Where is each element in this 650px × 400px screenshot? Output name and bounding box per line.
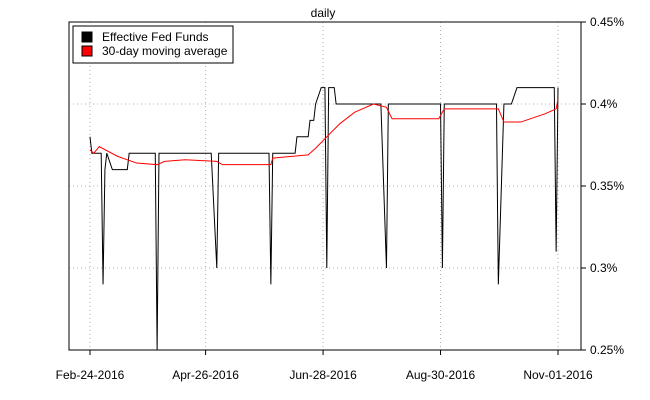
legend: Effective Fed Funds 30-day moving averag…: [72, 25, 234, 64]
x-axis: Feb-24-2016 Apr-26-2016 Jun-28-2016 Aug-30-…: [56, 350, 593, 382]
chart-title: daily: [311, 6, 336, 20]
y-tick-label: 0.4%: [590, 97, 618, 111]
series-line-moving-average: [89, 98, 559, 166]
y-tick-label: 0.35%: [590, 179, 624, 193]
y-tick-label: 0.45%: [590, 15, 624, 29]
x-tick-label: Aug-30-2016: [406, 368, 476, 382]
x-tick-label: Feb-24-2016: [56, 368, 125, 382]
y-tick-label: 0.3%: [590, 261, 618, 275]
legend-box: [72, 25, 234, 64]
legend-swatch-moving-average: [81, 45, 93, 57]
legend-label-moving-average: 30-day moving average: [102, 44, 228, 58]
series-line-effective-fed-funds: [89, 87, 559, 351]
series-layer: [89, 87, 559, 351]
y-tick-label: 0.25%: [590, 343, 624, 357]
y-axis: 0.25% 0.3% 0.35% 0.4% 0.45%: [581, 15, 624, 357]
x-tick-label: Apr-26-2016: [172, 368, 239, 382]
x-tick-label: Jun-28-2016: [289, 368, 357, 382]
legend-swatch-effective-fed-funds: [81, 31, 93, 43]
grid-layer: [69, 22, 581, 350]
x-tick-label: Nov-01-2016: [523, 368, 593, 382]
legend-label-effective-fed-funds: Effective Fed Funds: [102, 30, 209, 44]
